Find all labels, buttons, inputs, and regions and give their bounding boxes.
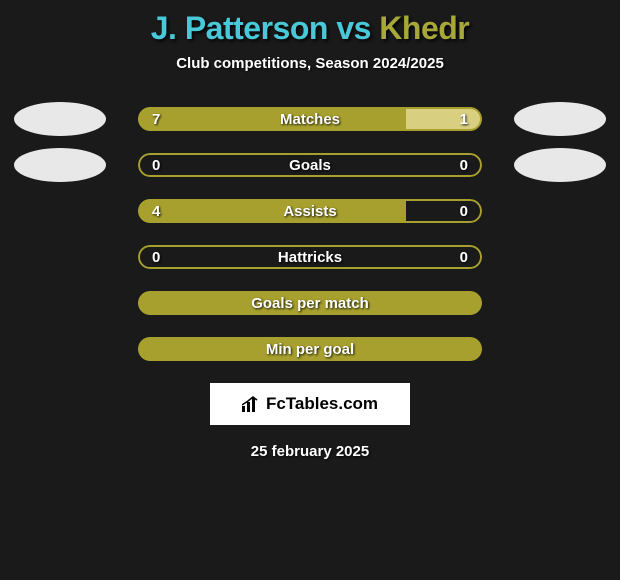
page-title: J. Patterson vs Khedr bbox=[151, 10, 470, 47]
bar-fill-right bbox=[406, 107, 482, 131]
logo: FcTables.com bbox=[242, 394, 378, 414]
stat-bar: 0 0 Hattricks bbox=[138, 245, 482, 269]
comparison-infographic: J. Patterson vs Khedr Club competitions,… bbox=[0, 0, 620, 460]
stat-bar: Goals per match bbox=[138, 291, 482, 315]
bar-fill-left bbox=[138, 107, 406, 131]
stat-value-left: 7 bbox=[152, 111, 160, 128]
stat-label: Min per goal bbox=[266, 341, 354, 358]
player1-avatar bbox=[14, 102, 106, 136]
stat-row: 0 0 Goals bbox=[0, 153, 620, 177]
stat-bar: 4 0 Assists bbox=[138, 199, 482, 223]
player2-name: Khedr bbox=[379, 10, 469, 46]
stat-value-right: 1 bbox=[460, 111, 468, 128]
stat-bar: Min per goal bbox=[138, 337, 482, 361]
stat-label: Hattricks bbox=[278, 249, 342, 266]
stat-row: 4 0 Assists bbox=[0, 199, 620, 223]
player2-avatar bbox=[514, 148, 606, 182]
stat-label: Goals per match bbox=[251, 295, 369, 312]
player1-avatar bbox=[14, 148, 106, 182]
stat-label: Matches bbox=[280, 111, 340, 128]
chart-icon bbox=[242, 396, 262, 412]
stat-row: Min per goal bbox=[0, 337, 620, 361]
stat-value-right: 0 bbox=[460, 249, 468, 266]
stat-value-left: 4 bbox=[152, 203, 160, 220]
date-text: 25 february 2025 bbox=[251, 443, 369, 460]
stat-label: Assists bbox=[283, 203, 336, 220]
stats-chart: 7 1 Matches 0 0 Goals 4 0 Assists 0 0 Hattricks Goal… bbox=[0, 107, 620, 383]
stat-value-right: 0 bbox=[460, 203, 468, 220]
stat-row: Goals per match bbox=[0, 291, 620, 315]
player1-name: J. Patterson bbox=[151, 10, 328, 46]
title-vs: vs bbox=[328, 10, 379, 46]
stat-label: Goals bbox=[289, 157, 331, 174]
stat-value-left: 0 bbox=[152, 249, 160, 266]
subtitle: Club competitions, Season 2024/2025 bbox=[176, 55, 444, 72]
stat-value-right: 0 bbox=[460, 157, 468, 174]
stat-row: 0 0 Hattricks bbox=[0, 245, 620, 269]
stat-row: 7 1 Matches bbox=[0, 107, 620, 131]
logo-box: FcTables.com bbox=[210, 383, 410, 425]
stat-bar: 7 1 Matches bbox=[138, 107, 482, 131]
stat-bar: 0 0 Goals bbox=[138, 153, 482, 177]
logo-text: FcTables.com bbox=[266, 394, 378, 414]
stat-value-left: 0 bbox=[152, 157, 160, 174]
player2-avatar bbox=[514, 102, 606, 136]
bar-fill-left bbox=[138, 199, 406, 223]
